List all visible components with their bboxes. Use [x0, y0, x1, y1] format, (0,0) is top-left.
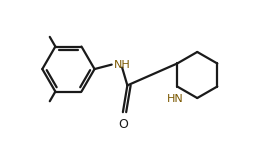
Text: O: O	[119, 118, 129, 131]
Text: HN: HN	[167, 94, 184, 104]
Text: NH: NH	[114, 60, 131, 70]
